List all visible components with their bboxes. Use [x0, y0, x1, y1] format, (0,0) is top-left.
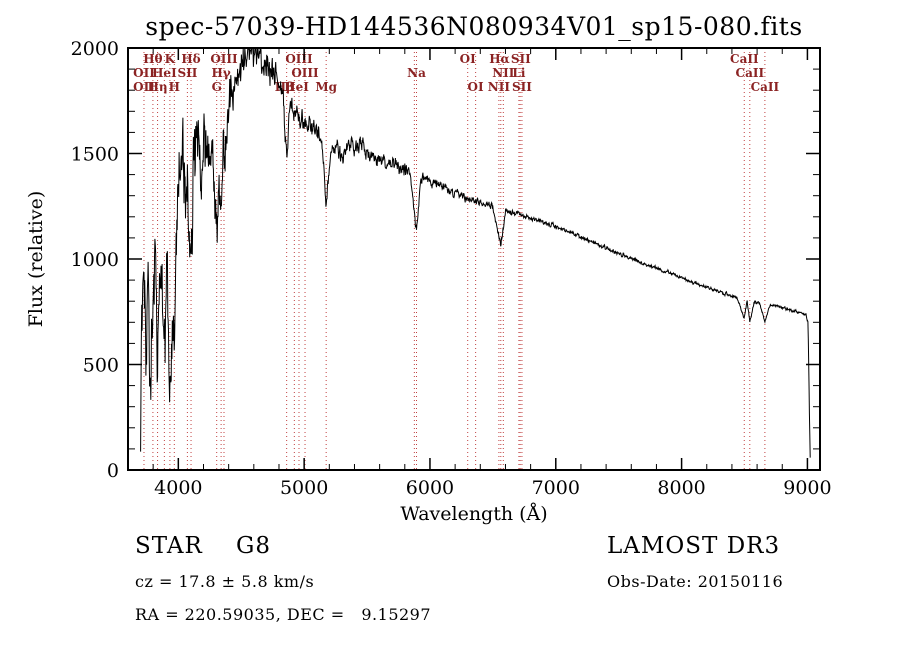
line-label: Li — [512, 66, 525, 80]
line-label: K — [165, 52, 176, 66]
line-label: OII — [133, 80, 155, 94]
line-label: NII — [492, 66, 515, 80]
line-label: CaII — [751, 80, 780, 94]
y-tick-label: 2000 — [71, 38, 119, 60]
line-label: HeI — [152, 66, 177, 80]
line-label: OII — [133, 66, 155, 80]
line-label: SII — [177, 66, 197, 80]
line-label: CaII — [736, 66, 765, 80]
line-label: OIII — [285, 52, 313, 66]
cz-value: cz = 17.8 ± 5.8 km/s — [135, 572, 315, 591]
y-tick-label: 0 — [107, 460, 119, 482]
line-label: OIII — [210, 52, 238, 66]
y-tick-label: 500 — [83, 355, 119, 377]
line-label: OI — [468, 80, 484, 94]
ra-dec-value: RA = 220.59035, DEC = 9.15297 — [135, 605, 432, 624]
line-label: OI — [460, 52, 476, 66]
line-label: SII — [512, 80, 532, 94]
line-label: Hβ — [275, 80, 294, 94]
y-axis-label: Flux (relative) — [25, 191, 47, 328]
line-label: G — [212, 80, 222, 94]
obs-date: Obs-Date: 20150116 — [607, 572, 784, 591]
x-tick-label: 9000 — [783, 477, 831, 499]
x-tick-label: 8000 — [657, 477, 705, 499]
line-label: NII — [488, 80, 511, 94]
line-label: Hα — [489, 52, 510, 66]
line-label: Mg — [315, 80, 337, 94]
line-label: HeI — [284, 80, 309, 94]
axes: 4000 5000 6000 7000 8000 9000 0 500 1000 1500 2000 — [71, 38, 832, 499]
line-label: Hθ — [143, 52, 162, 66]
line-label: SII — [511, 52, 531, 66]
plot-frame — [127, 47, 821, 471]
line-label: H — [169, 80, 180, 94]
x-tick-label: 4000 — [154, 477, 202, 499]
y-tick-label: 1500 — [71, 144, 119, 166]
line-label: CaII — [730, 52, 759, 66]
x-axis-label: Wavelength (Å) — [400, 503, 547, 525]
object-class-label: STAR G8 — [135, 533, 272, 559]
x-tick-label: 6000 — [406, 477, 454, 499]
line-label: Na — [407, 66, 426, 80]
y-tick-label: 1000 — [71, 249, 119, 271]
line-label: Hδ — [181, 52, 200, 66]
survey-name: LAMOST DR3 — [607, 533, 781, 559]
x-tick-label: 5000 — [280, 477, 328, 499]
spectral-line-markers — [143, 48, 766, 470]
line-label: Hη — [148, 80, 168, 94]
x-tick-label: 7000 — [532, 477, 580, 499]
line-label: OIII — [291, 66, 319, 80]
plot-title: spec-57039-HD144536N080934V01_sp15-080.f… — [145, 12, 803, 41]
line-label: Hγ — [211, 66, 230, 80]
